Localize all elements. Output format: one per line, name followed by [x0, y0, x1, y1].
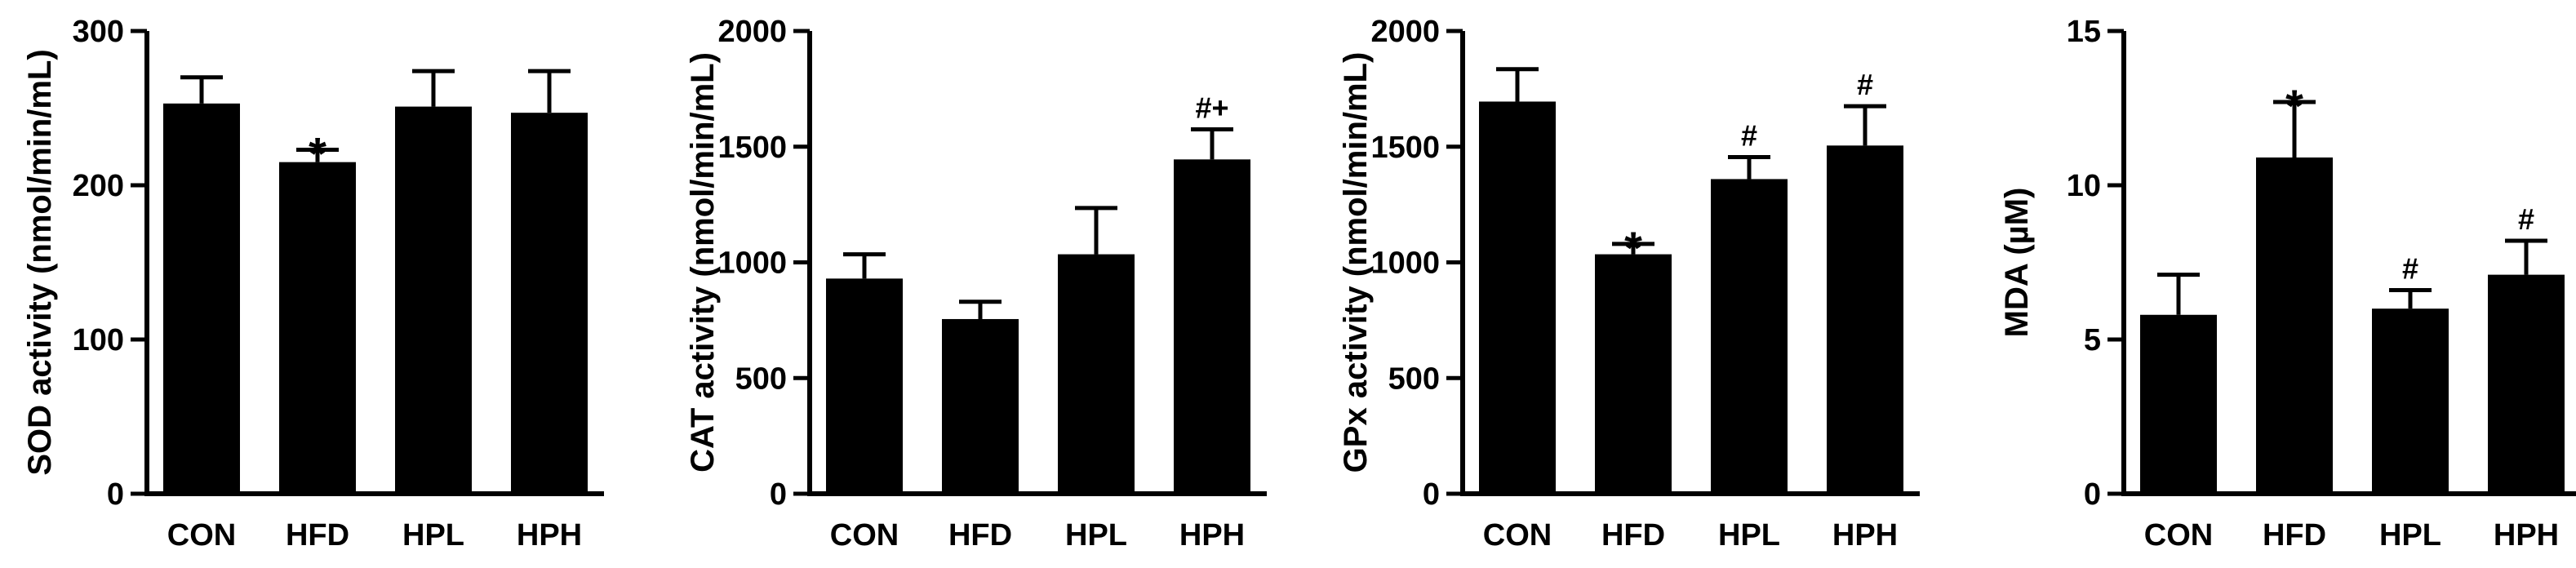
y-tick-label: 0: [770, 477, 787, 512]
significance-label: #+: [1195, 91, 1228, 124]
y-tick-label: 300: [73, 15, 124, 49]
bar: [511, 113, 588, 495]
bar: [279, 162, 356, 494]
bar: [2372, 308, 2449, 494]
bar: [942, 318, 1019, 494]
y-tick-label: 500: [735, 362, 787, 396]
y-tick-label: 15: [2067, 15, 2101, 49]
bar: [2140, 314, 2217, 494]
significance-label: *: [1624, 222, 1642, 273]
category-label: CON: [830, 518, 899, 552]
significance-label: #: [2402, 252, 2418, 286]
panel-mda: 0 5 10 15 MDA (µM) CON HFD * HPL # HPH #: [1999, 15, 2576, 552]
category-label: HFD: [2263, 518, 2326, 552]
bar: [1058, 254, 1135, 494]
y-axis-title: SOD activity (nmol/min/mL): [22, 49, 58, 475]
bar: [395, 106, 472, 495]
y-axis-title: MDA (µM): [1999, 188, 2035, 338]
category-label: HPH: [1832, 518, 1898, 552]
category-label: HFD: [948, 518, 1012, 552]
bar: [1595, 254, 1672, 494]
y-tick-label: 100: [73, 323, 124, 357]
significance-label: *: [309, 128, 326, 180]
significance-label: #: [2518, 202, 2534, 236]
y-tick-label: 1000: [1370, 246, 1440, 281]
y-axis-title: CAT activity (nmol/min/mL): [685, 52, 721, 473]
bar: [1827, 145, 1903, 494]
category-label: HFD: [286, 518, 349, 552]
y-tick-label: 10: [2067, 169, 2101, 203]
bar: [2488, 274, 2565, 494]
y-tick-label: 1500: [1370, 131, 1440, 165]
category-label: CON: [167, 518, 236, 552]
y-tick-label: 500: [1388, 362, 1440, 396]
y-tick-label: 0: [1423, 477, 1440, 512]
y-tick-label: 1500: [717, 131, 787, 165]
bar: [2256, 157, 2333, 495]
bar: [1174, 159, 1250, 494]
category-label: HFD: [1601, 518, 1665, 552]
category-label: HPL: [1718, 518, 1780, 552]
panel-sod-activity: 0 100 200 300 SOD activity (nmol/min/mL) CON H…: [22, 15, 604, 552]
y-axis-title: GPx activity (nmol/min/mL): [1338, 52, 1374, 473]
bar: [826, 278, 903, 494]
significance-label: *: [2285, 80, 2303, 131]
category-label: HPH: [517, 518, 582, 552]
y-tick-label: 0: [2084, 477, 2101, 512]
y-tick-label: 2000: [1370, 15, 1440, 49]
bar: [1479, 101, 1556, 494]
y-tick-label: 2000: [717, 15, 787, 49]
significance-label: #: [1857, 68, 1873, 101]
category-label: HPH: [2494, 518, 2559, 552]
category-label: CON: [2144, 518, 2213, 552]
category-label: HPL: [402, 518, 464, 552]
y-tick-label: 200: [73, 169, 124, 203]
bar: [1711, 179, 1788, 494]
category-label: HPL: [1065, 518, 1127, 552]
bar: [163, 103, 240, 494]
significance-label: #: [1741, 119, 1757, 153]
y-tick-label: 5: [2084, 323, 2101, 357]
y-tick-label: 0: [107, 477, 124, 512]
category-label: HPL: [2379, 518, 2441, 552]
category-label: CON: [1483, 518, 1552, 552]
y-tick-label: 1000: [717, 246, 787, 281]
category-label: HPH: [1179, 518, 1245, 552]
